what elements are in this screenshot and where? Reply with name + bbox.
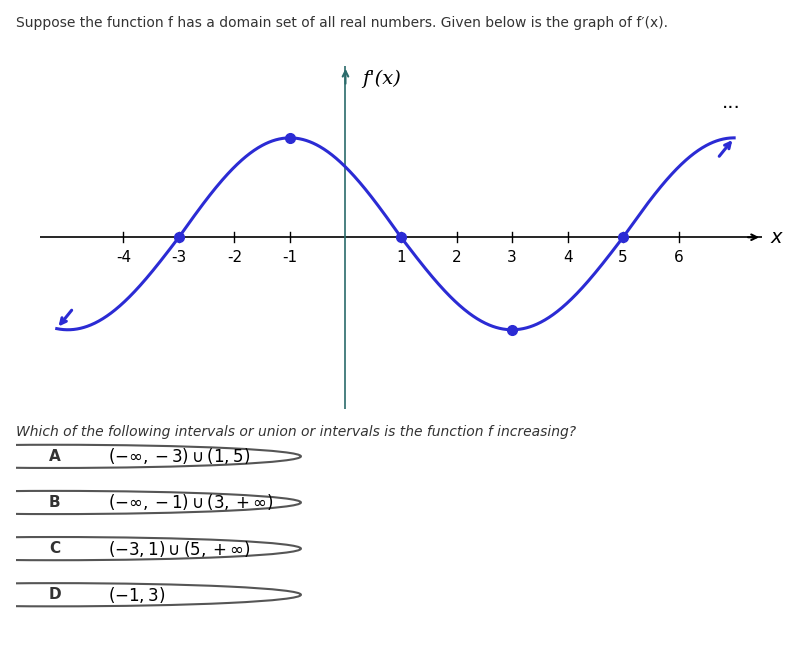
- Text: $(-1,3)$: $(-1,3)$: [108, 585, 165, 605]
- Text: 4: 4: [563, 250, 573, 264]
- Text: -4: -4: [115, 250, 131, 264]
- Text: 1: 1: [396, 250, 406, 264]
- Text: -3: -3: [172, 250, 187, 264]
- Text: Suppose the function f has a domain set of all real numbers. Given below is the : Suppose the function f has a domain set …: [16, 16, 668, 30]
- Text: 2: 2: [452, 250, 461, 264]
- Text: f'(x): f'(x): [363, 69, 401, 88]
- Text: x: x: [770, 228, 782, 246]
- Text: -1: -1: [282, 250, 298, 264]
- Text: $(-\infty,-1)\cup(3,+\infty)$: $(-\infty,-1)\cup(3,+\infty)$: [108, 492, 274, 513]
- Text: 6: 6: [674, 250, 683, 264]
- Text: -2: -2: [227, 250, 242, 264]
- Text: $(-\infty,-3)\cup(1,5)$: $(-\infty,-3)\cup(1,5)$: [108, 446, 250, 467]
- Text: Which of the following intervals or union or intervals is the function f increas: Which of the following intervals or unio…: [16, 425, 576, 439]
- Text: 3: 3: [507, 250, 517, 264]
- Text: D: D: [48, 587, 61, 602]
- Text: C: C: [49, 541, 60, 556]
- Text: $(-3,1)\cup(5,+\infty)$: $(-3,1)\cup(5,+\infty)$: [108, 538, 250, 559]
- Text: 5: 5: [618, 250, 628, 264]
- Text: B: B: [49, 495, 60, 510]
- Text: ...: ...: [722, 94, 740, 112]
- Text: A: A: [49, 449, 60, 464]
